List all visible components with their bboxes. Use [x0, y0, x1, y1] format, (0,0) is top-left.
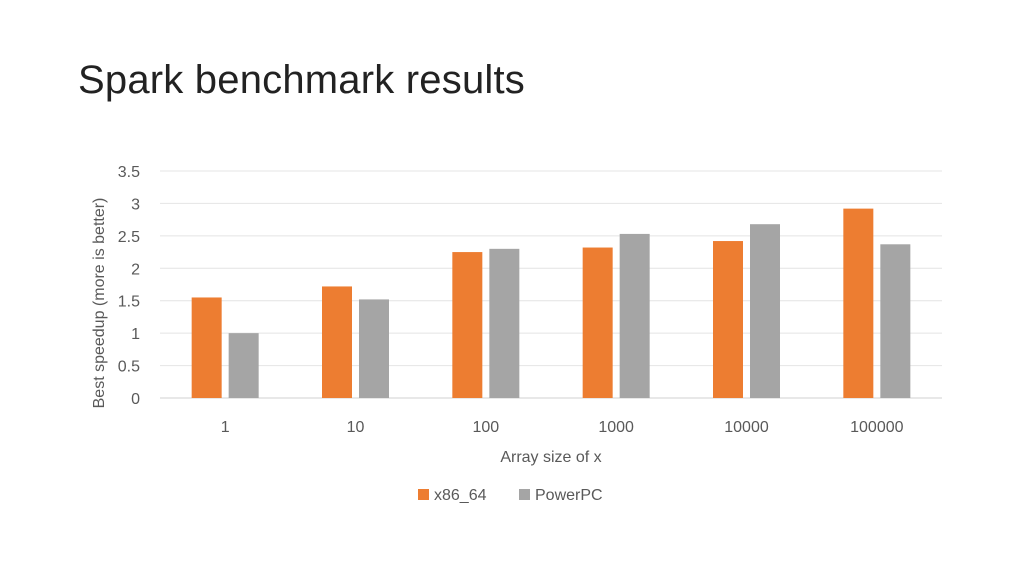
bar-x86-64-1000	[582, 247, 613, 398]
y-axis-title: Best speedup (more is better)	[91, 198, 108, 409]
legend-swatch-x86-64	[418, 489, 429, 500]
bar-powerpc-1000	[619, 233, 650, 398]
legend-swatch-powerpc	[519, 489, 530, 500]
y-tick-label: 3	[131, 196, 140, 213]
x-tick-label: 10	[347, 419, 365, 436]
y-tick-label: 2.5	[118, 229, 140, 246]
bar-x86-64-100000	[843, 208, 874, 398]
y-tick-label: 2	[131, 261, 140, 278]
y-tick-label: 1	[131, 326, 140, 343]
bar-x86-64-10	[322, 286, 352, 398]
x-axis-title: Array size of x	[500, 449, 601, 466]
legend-label: x86_64	[434, 487, 487, 504]
bar-powerpc-10	[359, 299, 389, 398]
y-tick-label: 0.5	[118, 359, 140, 376]
y-tick-label: 3.5	[118, 164, 140, 181]
x-tick-label: 10000	[724, 419, 769, 436]
bar-x86-64-1	[191, 297, 222, 398]
slide-title: Spark benchmark results	[78, 58, 526, 102]
bar-powerpc-10000	[750, 224, 780, 398]
y-tick-label: 0	[131, 391, 140, 408]
x-tick-label: 100000	[850, 419, 903, 436]
x-tick-label: 1000	[598, 419, 634, 436]
bar-x86-64-10000	[713, 241, 743, 398]
bar-powerpc-100	[489, 248, 520, 398]
bar-powerpc-100000	[880, 244, 911, 398]
bar-powerpc-1	[228, 333, 259, 398]
y-tick-label: 1.5	[118, 294, 140, 311]
x-tick-label: 1	[221, 419, 230, 436]
x-tick-label: 100	[472, 419, 499, 436]
legend-label: PowerPC	[535, 487, 603, 504]
bar-x86-64-100	[452, 252, 483, 398]
